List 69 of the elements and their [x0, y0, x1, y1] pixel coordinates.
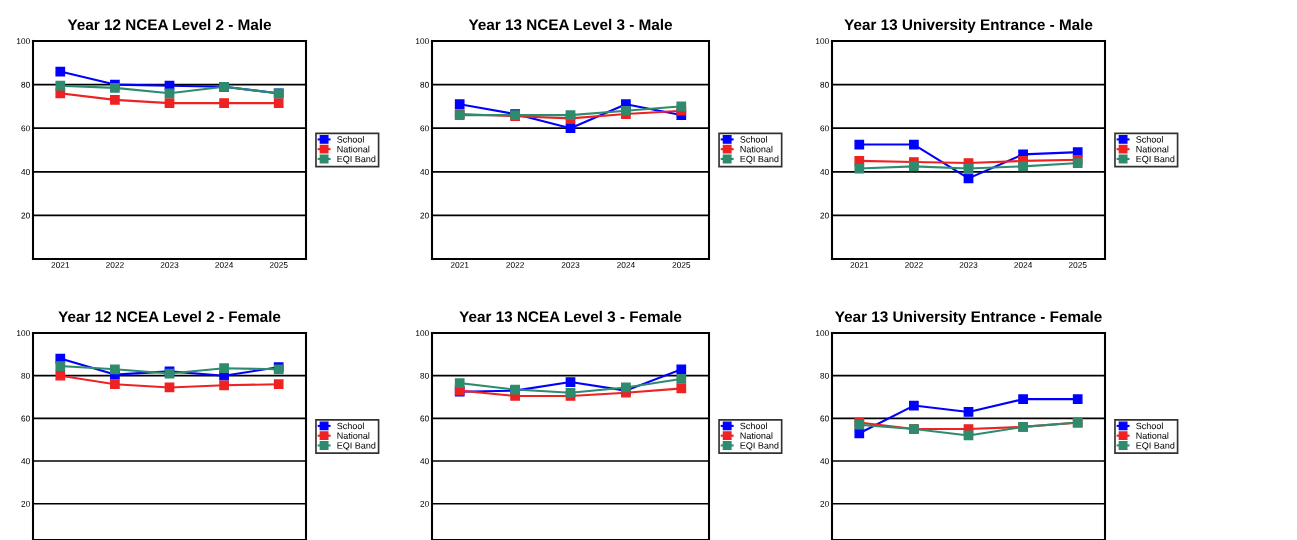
x-tick-label: 2024: [215, 262, 234, 268]
legend-label: EQI Band: [337, 442, 376, 451]
chart-title: Year 13 NCEA Level 3 - Female: [459, 310, 682, 323]
y-tick-label: 40: [420, 458, 429, 465]
legend-label: EQI Band: [337, 155, 376, 164]
y-tick-label: 80: [420, 81, 429, 88]
y-tick-label: 40: [820, 458, 829, 465]
y-tick-label: 20: [420, 500, 429, 507]
chart-title: Year 13 University Entrance - Female: [835, 310, 1102, 326]
chart-title: Year 13 NCEA Level 3 - Male: [468, 18, 673, 31]
x-tick-label: 2023: [561, 262, 580, 268]
legend-label: School: [337, 136, 364, 143]
y-tick-label: 40: [820, 169, 829, 175]
y-tick-label: 100: [415, 38, 429, 45]
y-tick-label: 100: [16, 330, 30, 337]
y-tick-label: 40: [21, 169, 30, 175]
y-tick-label: 20: [820, 212, 829, 219]
y-tick-label: 20: [21, 212, 30, 219]
y-tick-label: 40: [420, 169, 429, 175]
x-tick-label: 2023: [160, 262, 179, 268]
x-tick-label: 2021: [450, 262, 469, 268]
y-tick-label: 20: [420, 212, 429, 219]
y-tick-label: 40: [21, 458, 30, 465]
legend-label: National: [740, 145, 773, 153]
x-tick-label: 2023: [959, 262, 978, 268]
y-tick-label: 20: [21, 500, 30, 507]
x-tick-label: 2022: [106, 262, 124, 268]
y-tick-label: 100: [415, 330, 429, 337]
y-tick-label: 20: [820, 500, 829, 507]
legend-label: EQI Band: [1136, 155, 1175, 164]
x-tick-label: 2021: [850, 262, 869, 268]
y-tick-label: 60: [21, 415, 30, 422]
legend-label: School: [1136, 136, 1163, 143]
y-tick-label: 100: [815, 38, 829, 45]
legend-label: National: [1136, 145, 1169, 153]
x-tick-label: 2022: [506, 262, 524, 268]
legend-label: School: [740, 422, 767, 430]
y-tick-label: 60: [21, 125, 30, 132]
legend-label: National: [1136, 432, 1169, 439]
y-tick-label: 100: [16, 38, 30, 45]
legend-label: National: [337, 432, 370, 439]
legend-label: National: [740, 432, 773, 439]
y-tick-label: 80: [21, 81, 30, 88]
x-tick-label: 2022: [905, 262, 923, 268]
y-tick-label: 80: [420, 372, 429, 379]
legend-label: School: [1136, 422, 1163, 430]
x-tick-label: 2024: [617, 262, 635, 268]
y-tick-label: 80: [21, 372, 30, 379]
legend-label: EQI Band: [1136, 442, 1175, 451]
y-tick-label: 60: [820, 125, 829, 132]
legend-label: EQI Band: [740, 442, 779, 451]
y-tick-label: 60: [420, 415, 429, 422]
y-tick-label: 80: [820, 372, 829, 379]
chart-title: Year 12 NCEA Level 2 - Female: [58, 310, 281, 323]
x-tick-label: 2024: [1014, 262, 1033, 268]
chart-title: Year 12 NCEA Level 2 - Male: [67, 18, 272, 31]
y-tick-label: 80: [820, 81, 829, 88]
y-tick-label: 60: [820, 415, 829, 422]
y-tick-label: 100: [815, 330, 829, 337]
x-tick-label: 2025: [269, 262, 288, 268]
x-tick-label: 2025: [672, 262, 691, 268]
legend-label: National: [337, 145, 370, 153]
legend-label: EQI Band: [740, 155, 779, 164]
x-tick-label: 2025: [1068, 262, 1087, 268]
x-tick-label: 2021: [51, 262, 70, 268]
legend-label: School: [740, 136, 767, 143]
chart-title: Year 13 University Entrance - Male: [844, 18, 1093, 34]
y-tick-label: 60: [420, 125, 429, 132]
legend-label: School: [337, 422, 364, 430]
